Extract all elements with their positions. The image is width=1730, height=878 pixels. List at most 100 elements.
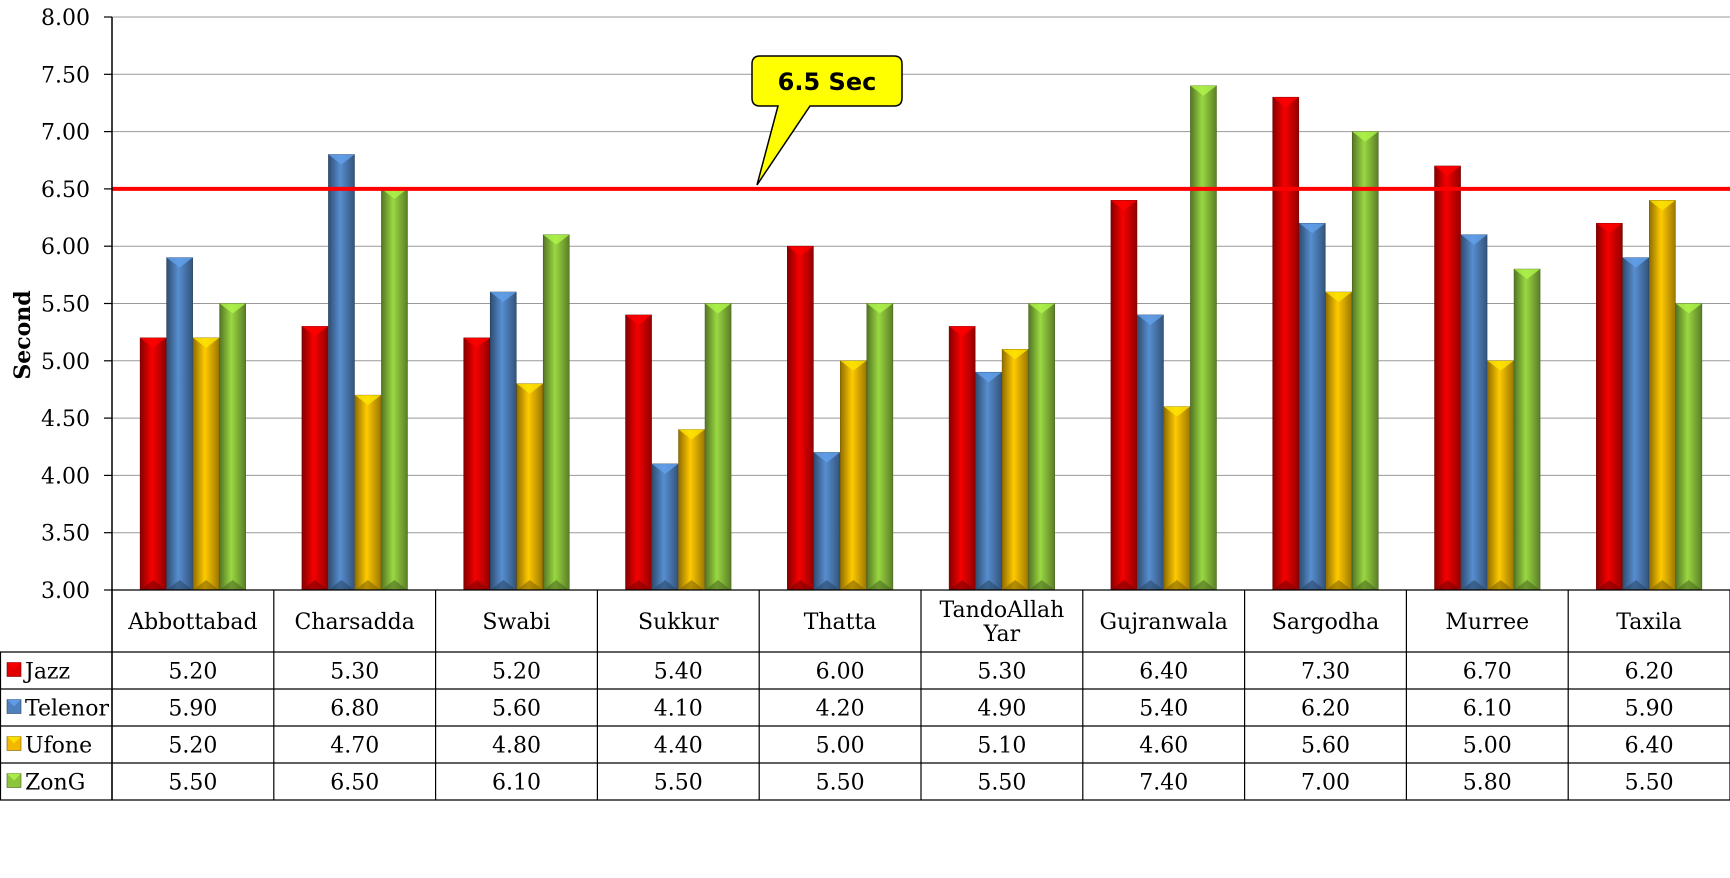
y-tick-label: 7.00 bbox=[41, 121, 90, 146]
bars bbox=[139, 85, 1703, 591]
table-cell-value: 6.20 bbox=[1301, 697, 1350, 722]
bar-zong-9 bbox=[1675, 303, 1703, 591]
bar-telenor-0 bbox=[166, 257, 193, 591]
table-cell-value: 6.70 bbox=[1463, 660, 1512, 685]
bar-ufone-1 bbox=[354, 394, 382, 591]
table-cell-value: 5.90 bbox=[1625, 697, 1674, 722]
y-axis-label: Second bbox=[10, 290, 36, 379]
table-cell-value: 5.30 bbox=[330, 660, 379, 685]
bar-jazz-9 bbox=[1596, 222, 1623, 591]
bar-telenor-7 bbox=[1298, 222, 1326, 591]
table-cell-value: 5.50 bbox=[1625, 771, 1674, 796]
y-tick-label: 6.00 bbox=[41, 235, 90, 260]
table-cell-value: 4.60 bbox=[1139, 734, 1188, 759]
legend-label: ZonG bbox=[25, 771, 85, 796]
y-axis-ticks: 8.00 7.50 7.00 6.50 6.00 5.50 5.00 4.50 4.00 3.50… bbox=[41, 6, 112, 604]
bar-jazz-3 bbox=[625, 314, 652, 591]
legend-label: Ufone bbox=[25, 734, 92, 759]
table-cell-value: 5.20 bbox=[492, 660, 541, 685]
bar-jazz-6 bbox=[1110, 200, 1138, 591]
table-cell-value: 6.10 bbox=[492, 771, 541, 796]
bar-zong-5 bbox=[1028, 303, 1055, 591]
legend-swatch-telenor bbox=[6, 699, 22, 714]
bar-telenor-8 bbox=[1460, 234, 1488, 591]
bar-telenor-3 bbox=[651, 463, 679, 591]
bar-telenor-6 bbox=[1137, 314, 1164, 591]
bar-ufone-0 bbox=[192, 337, 220, 591]
bar-zong-8 bbox=[1513, 268, 1541, 591]
legend-swatch-jazz bbox=[6, 662, 22, 677]
bar-jazz-2 bbox=[463, 337, 491, 591]
category-label: Murree bbox=[1445, 610, 1529, 635]
bar-zong-2 bbox=[542, 234, 570, 591]
table-cell-value: 5.90 bbox=[168, 697, 217, 722]
table-cell-value: 5.50 bbox=[977, 771, 1026, 796]
table-cell-value: 5.50 bbox=[168, 771, 217, 796]
table-cell-value: 4.20 bbox=[816, 697, 865, 722]
bar-ufone-6 bbox=[1163, 406, 1191, 591]
table-cell-value: 6.40 bbox=[1139, 660, 1188, 685]
bar-zong-1 bbox=[381, 188, 408, 591]
bar-telenor-4 bbox=[813, 452, 841, 591]
table-cell-value: 5.20 bbox=[168, 734, 217, 759]
table-cell-value: 5.80 bbox=[1463, 771, 1512, 796]
table-cell-value: 5.00 bbox=[1463, 734, 1512, 759]
bar-zong-6 bbox=[1190, 85, 1217, 591]
bar-ufone-2 bbox=[516, 383, 544, 591]
category-label: Sargodha bbox=[1272, 610, 1379, 635]
category-label: Charsadda bbox=[295, 610, 415, 635]
table-cell-value: 5.00 bbox=[816, 734, 865, 759]
bar-ufone-5 bbox=[1001, 349, 1029, 591]
table-cell-value: 4.40 bbox=[654, 734, 703, 759]
data-table: Abbottabad Charsadda Swabi Sukkur Thatta Tand… bbox=[0, 589, 1730, 801]
y-tick-label: 4.00 bbox=[41, 464, 90, 489]
bar-ufone-7 bbox=[1325, 291, 1353, 591]
table-cell-value: 5.60 bbox=[1301, 734, 1350, 759]
bar-ufone-3 bbox=[678, 429, 705, 591]
category-label: Thatta bbox=[804, 610, 877, 635]
threshold-callout-label: 6.5 Sec bbox=[778, 68, 877, 96]
table-cell-value: 5.20 bbox=[168, 660, 217, 685]
table-cell-value: 6.40 bbox=[1625, 734, 1674, 759]
table-cell-value: 5.10 bbox=[977, 734, 1026, 759]
bar-telenor-2 bbox=[489, 291, 517, 591]
y-tick-label: 5.50 bbox=[41, 293, 90, 318]
y-tick-label: 4.50 bbox=[41, 407, 90, 432]
table-cell-value: 4.80 bbox=[492, 734, 541, 759]
table-cell-value: 7.30 bbox=[1301, 660, 1350, 685]
table-cell-value: 5.30 bbox=[977, 660, 1026, 685]
table-cell-value: 5.40 bbox=[1139, 697, 1188, 722]
table-cell-value: 6.10 bbox=[1463, 697, 1512, 722]
bar-zong-3 bbox=[704, 303, 732, 591]
table-cell-value: 4.70 bbox=[330, 734, 379, 759]
table-cell-value: 7.40 bbox=[1139, 771, 1188, 796]
bar-jazz-4 bbox=[787, 245, 814, 591]
threshold-group: 6.5 Sec bbox=[112, 55, 1730, 191]
table-cell-value: 5.50 bbox=[654, 771, 703, 796]
category-label: TandoAllah Yar bbox=[939, 598, 1064, 647]
legend-label: Jazz bbox=[23, 660, 70, 685]
table-cell-value: 5.40 bbox=[654, 660, 703, 685]
y-tick-label: 3.50 bbox=[41, 522, 90, 547]
y-tick-label: 6.50 bbox=[41, 178, 90, 203]
category-label: Swabi bbox=[482, 610, 550, 635]
legend-label: Telenor bbox=[25, 697, 109, 722]
bar-telenor-9 bbox=[1622, 257, 1650, 591]
category-label: Taxila bbox=[1616, 610, 1682, 635]
y-tick-label: 7.50 bbox=[41, 63, 90, 88]
table-cell-value: 4.10 bbox=[654, 697, 703, 722]
bar-telenor-1 bbox=[328, 154, 355, 591]
y-tick-label: 5.00 bbox=[41, 350, 90, 375]
table-cell-value: 5.50 bbox=[816, 771, 865, 796]
category-label: Sukkur bbox=[638, 610, 719, 635]
y-tick-label: 3.00 bbox=[41, 579, 90, 604]
bar-jazz-1 bbox=[301, 326, 329, 591]
bar-jazz-0 bbox=[139, 337, 167, 591]
bar-zong-4 bbox=[866, 303, 894, 591]
table-cell-value: 6.20 bbox=[1625, 660, 1674, 685]
bar-ufone-9 bbox=[1649, 200, 1676, 591]
bar-jazz-5 bbox=[948, 326, 976, 591]
table-cell-value: 5.60 bbox=[492, 697, 541, 722]
bar-ufone-8 bbox=[1487, 360, 1514, 591]
